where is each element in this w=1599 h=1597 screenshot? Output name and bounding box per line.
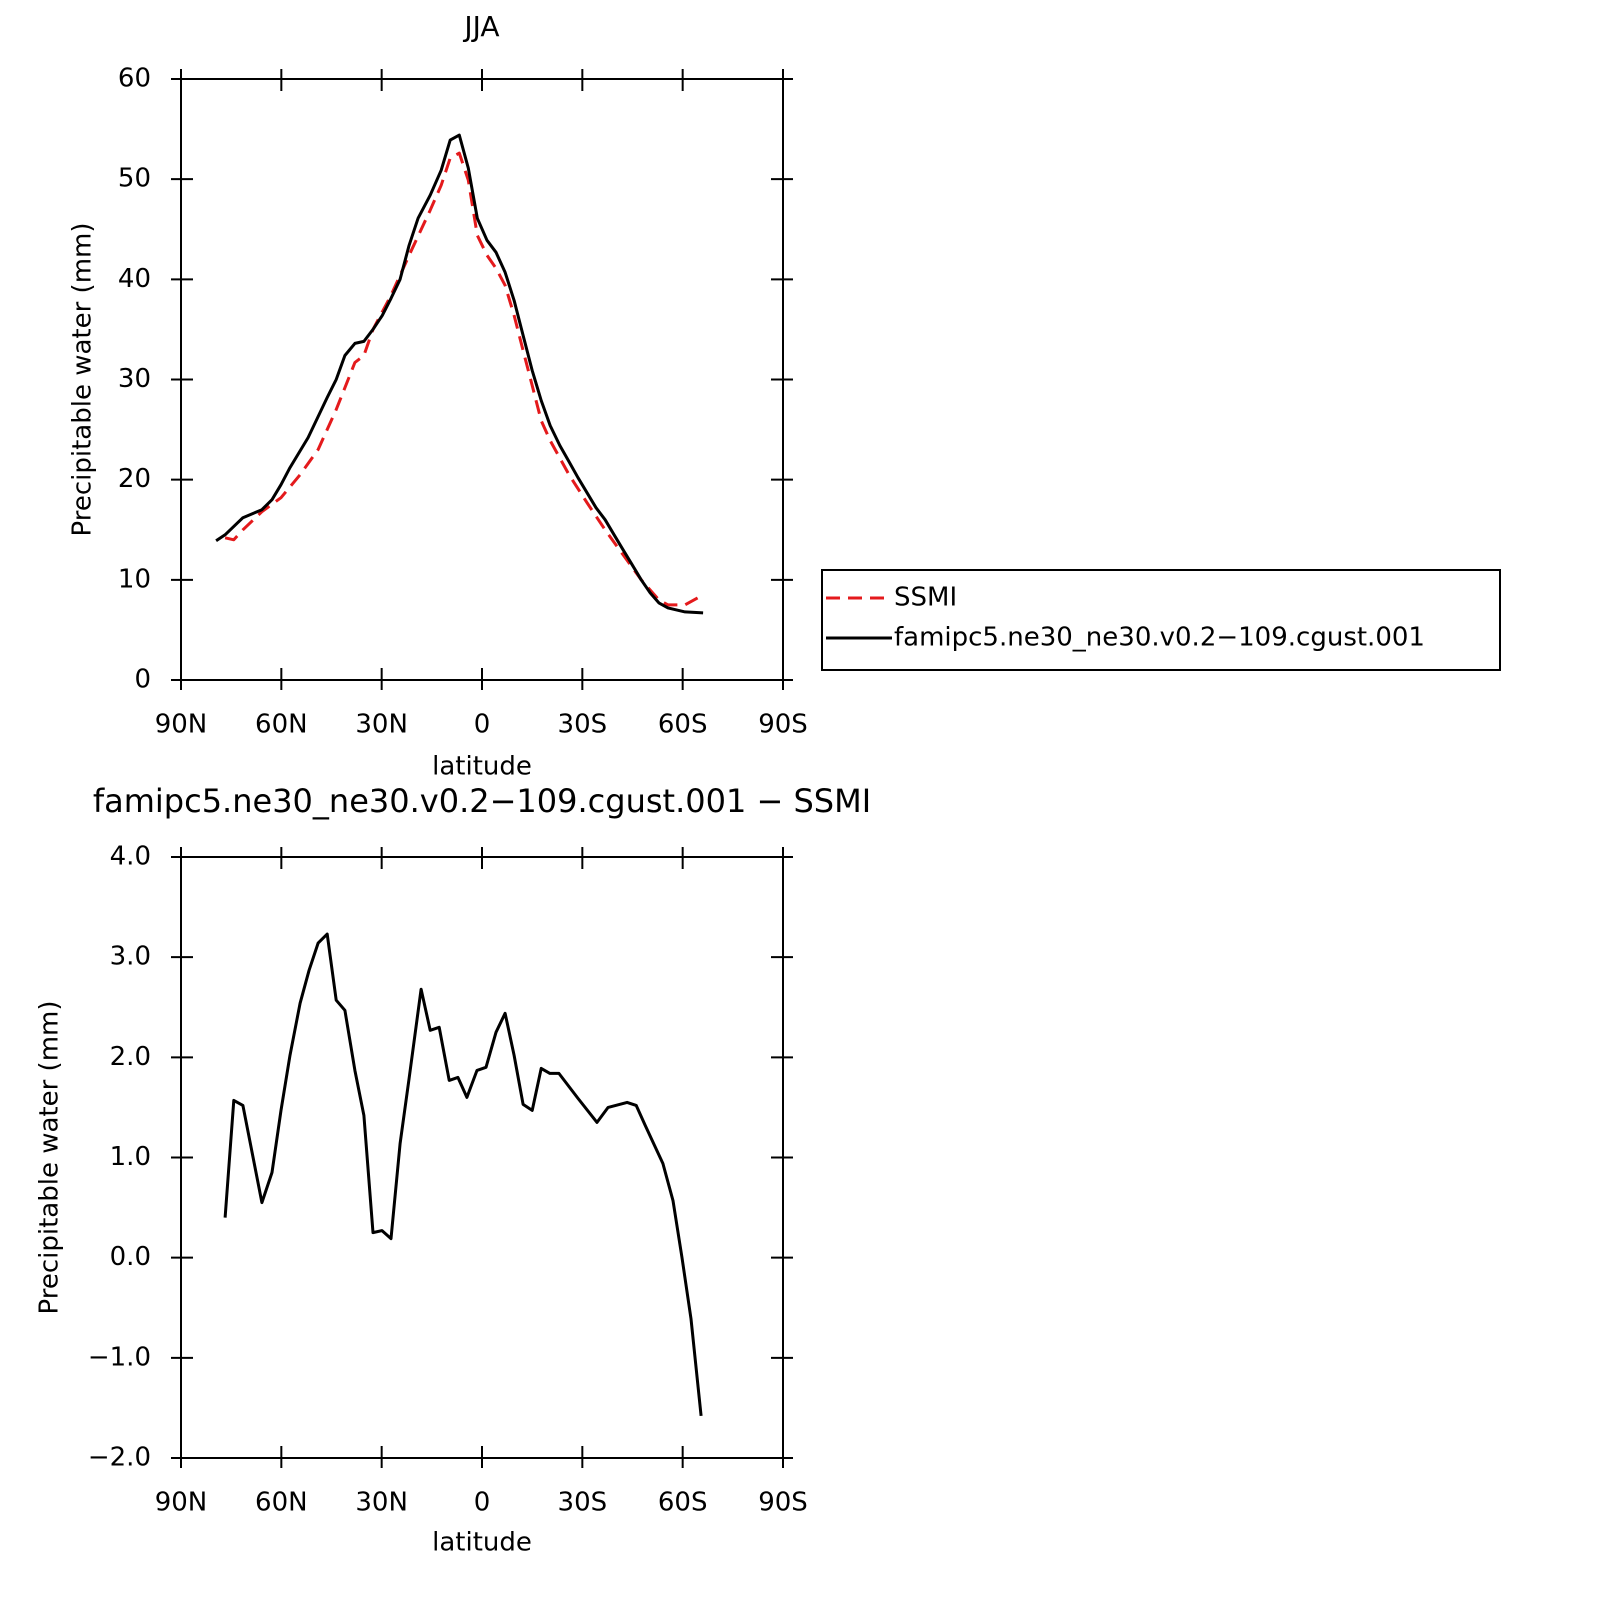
y-axis-label: Precipitable water (mm): [35, 1001, 65, 1315]
x-tick-label: 30S: [558, 710, 608, 740]
x-tick-label: 60N: [255, 710, 308, 740]
chart-title: famipc5.ne30_ne30.v0.2−109.cgust.001 − S…: [93, 782, 871, 820]
y-tick-label: 50: [118, 164, 151, 194]
y-tick-label: −1.0: [88, 1342, 151, 1372]
y-tick-label: 10: [118, 564, 151, 594]
y-axis-label: Precipitable water (mm): [68, 223, 98, 537]
y-tick-label: 2.0: [110, 1042, 151, 1072]
x-tick-label: 90N: [155, 1488, 208, 1518]
legend-box: [821, 569, 1501, 671]
y-tick-label: −2.0: [88, 1443, 151, 1473]
x-axis-label: latitude: [432, 1528, 532, 1558]
y-tick-label: 4.0: [110, 842, 151, 872]
x-tick-label: 0: [474, 1488, 491, 1518]
y-tick-label: 30: [118, 364, 151, 394]
y-tick-label: 40: [118, 264, 151, 294]
legend-label: famipc5.ne30_ne30.v0.2−109.cgust.001: [894, 623, 1425, 653]
x-tick-label: 30N: [355, 1488, 408, 1518]
y-tick-label: 1.0: [110, 1142, 151, 1172]
y-tick-label: 60: [118, 64, 151, 94]
data-line: [223, 932, 703, 1417]
chart-title: JJA: [462, 10, 499, 43]
x-axis-label: latitude: [432, 752, 532, 782]
plot-frame: [180, 856, 784, 1459]
x-tick-label: 30N: [355, 710, 408, 740]
x-tick-label: 90S: [758, 1488, 808, 1518]
x-tick-label: 90N: [155, 710, 208, 740]
data-line: [215, 133, 704, 615]
x-tick-label: 60S: [658, 710, 708, 740]
y-tick-label: 0: [134, 665, 151, 695]
y-tick-label: 3.0: [110, 942, 151, 972]
x-tick-label: 60N: [255, 1488, 308, 1518]
x-tick-label: 90S: [758, 710, 808, 740]
y-tick-label: 0.0: [110, 1242, 151, 1272]
plot-frame: [180, 78, 784, 681]
x-tick-label: 30S: [558, 1488, 608, 1518]
x-tick-label: 60S: [658, 1488, 708, 1518]
legend-label: SSMI: [894, 583, 957, 613]
x-tick-label: 0: [474, 710, 491, 740]
data-line: [224, 151, 704, 607]
y-tick-label: 20: [118, 464, 151, 494]
